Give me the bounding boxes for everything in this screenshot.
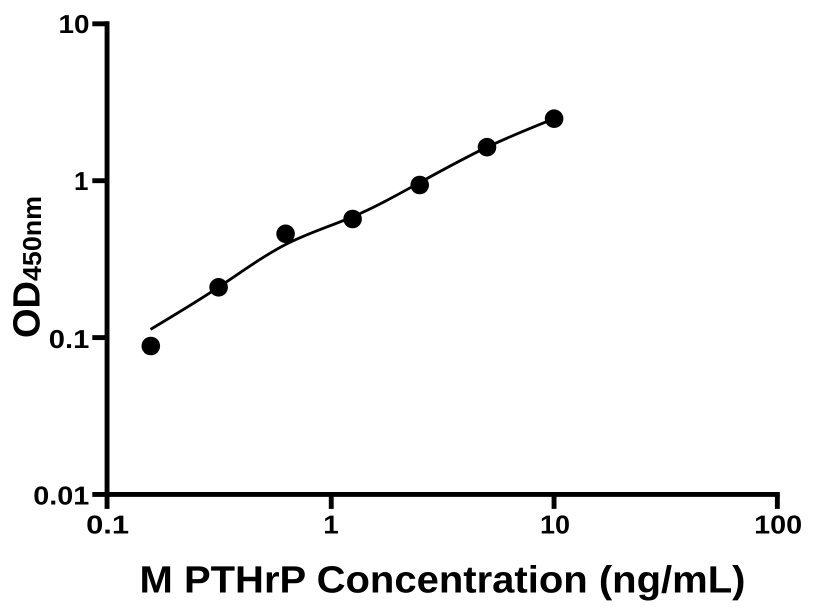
svg-text:100: 100 (754, 510, 802, 540)
svg-text:0.1: 0.1 (86, 510, 129, 540)
svg-text:1: 1 (323, 510, 339, 540)
svg-text:10: 10 (540, 510, 570, 540)
svg-text:OD450nm: OD450nm (6, 196, 48, 338)
svg-text:0.1: 0.1 (49, 324, 90, 354)
svg-text:10: 10 (59, 9, 90, 39)
svg-text:0.01: 0.01 (33, 481, 89, 511)
svg-text:1: 1 (74, 166, 88, 196)
svg-text:M PTHrP Concentration (ng/mL): M PTHrP Concentration (ng/mL) (140, 560, 746, 602)
